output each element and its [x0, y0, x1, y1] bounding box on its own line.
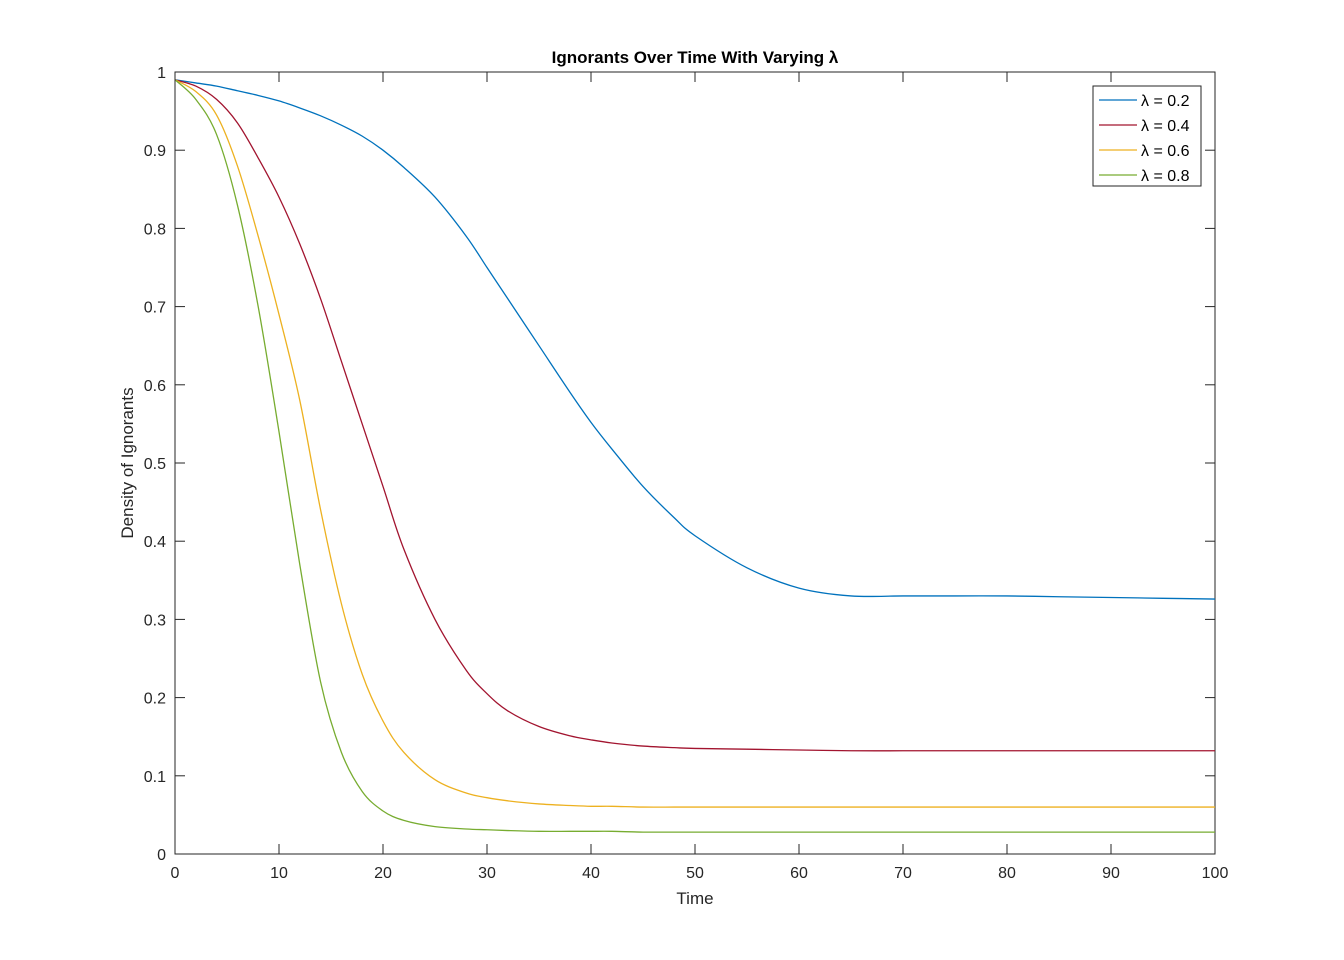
- legend-label-2: λ = 0.4: [1141, 118, 1190, 135]
- y-tick-label: 0.7: [144, 300, 166, 317]
- axes-box: [174, 71, 1216, 855]
- series-line-1: [174, 79, 1216, 600]
- x-tick-label: 100: [1202, 865, 1229, 882]
- y-tick-label: 0.3: [144, 612, 166, 629]
- legend-box: [1092, 85, 1202, 187]
- series-line-4: [174, 79, 1216, 833]
- x-tick-label: 60: [790, 865, 808, 882]
- x-tick-label: 70: [894, 865, 912, 882]
- x-tick-label: 30: [478, 865, 496, 882]
- plot-area: 0 10 20 30 40 50 60 70 80 90 100 0 0.1 0.2 0.3 0.4 0.5 0.…: [144, 65, 1229, 882]
- x-tick-label: 0: [171, 865, 180, 882]
- x-tick-label: 90: [1102, 865, 1120, 882]
- x-tick-label: 10: [270, 865, 288, 882]
- y-tick-label: 1: [157, 65, 166, 82]
- legend-label-4: λ = 0.8: [1141, 168, 1190, 185]
- x-tick-label: 20: [374, 865, 392, 882]
- y-tick-label: 0: [157, 847, 166, 864]
- legend: λ = 0.2 λ = 0.4 λ = 0.6 λ = 0.8: [1092, 85, 1202, 187]
- y-axis-label: Density of Ignorants: [118, 387, 137, 538]
- legend-label-1: λ = 0.2: [1141, 93, 1190, 110]
- chart-title: Ignorants Over Time With Varying λ: [552, 48, 839, 67]
- x-axis-label: Time: [676, 889, 713, 908]
- y-tick-label: 0.2: [144, 691, 166, 708]
- y-tick-label: 0.1: [144, 769, 166, 786]
- y-tick-label: 0.9: [144, 143, 166, 160]
- y-tick-label: 0.5: [144, 456, 166, 473]
- series-layer: [174, 79, 1216, 833]
- y-tick-label: 0.4: [144, 534, 166, 551]
- legend-label-3: λ = 0.6: [1141, 143, 1190, 160]
- series-line-3: [174, 79, 1215, 808]
- y-tick-label: 0.6: [144, 378, 166, 395]
- ticks-layer: 0 10 20 30 40 50 60 70 80 90 100 0 0.1 0.2 0.3 0.4 0.5 0.…: [144, 65, 1229, 882]
- x-tick-label: 40: [582, 865, 600, 882]
- series-line-2: [174, 79, 1215, 752]
- x-tick-label: 50: [686, 865, 704, 882]
- legend-items: λ = 0.2 λ = 0.4 λ = 0.6 λ = 0.8: [1099, 93, 1190, 185]
- x-tick-label: 80: [998, 865, 1016, 882]
- y-tick-label: 0.8: [144, 221, 166, 238]
